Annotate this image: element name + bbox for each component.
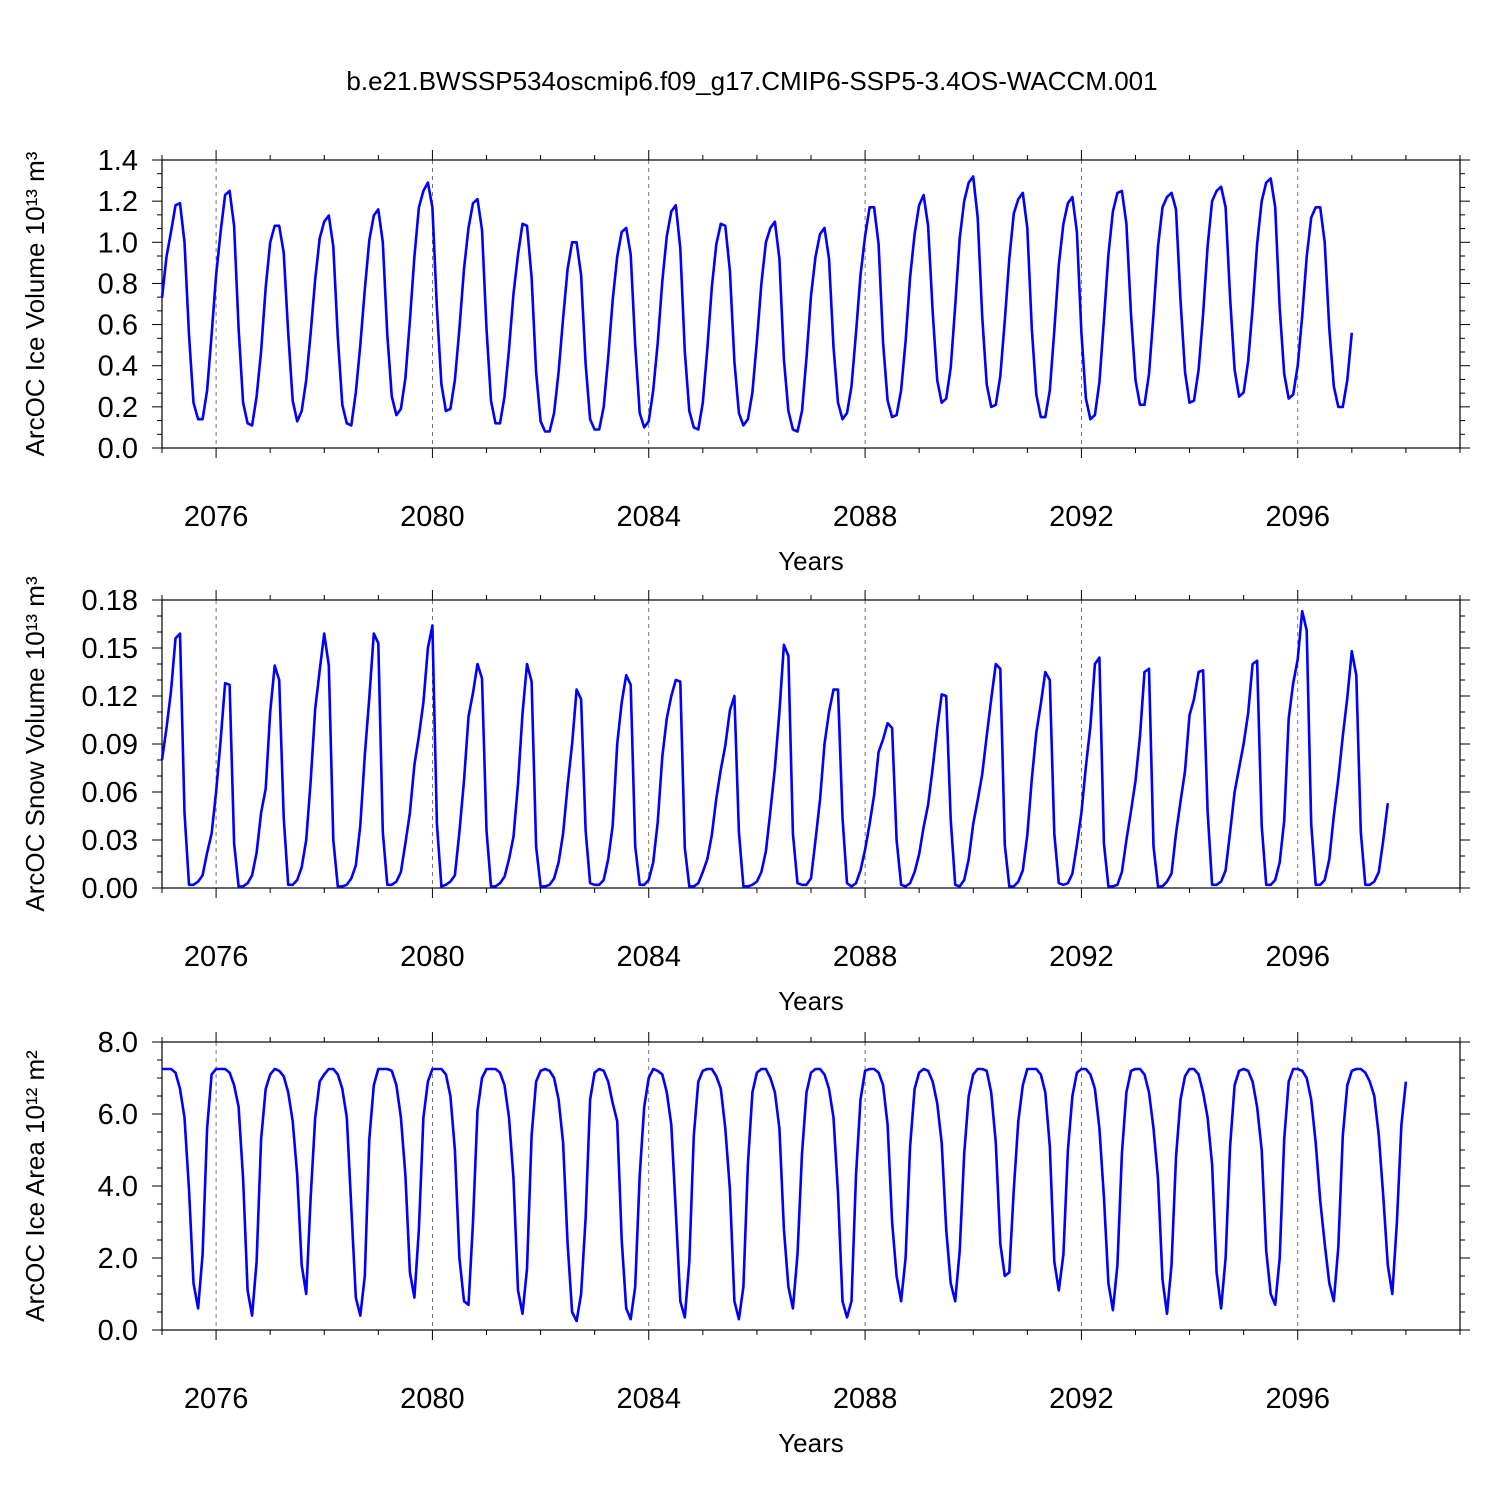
y-tick-label: 0.2 [98,392,138,424]
chart-panel-1: 2076 2080 2084 2088 2092 2096 0.0 0.2 0.4 0.6 0.8 1… [20,145,1470,576]
x-tick-label: 2080 [400,1383,465,1415]
x-tick-label: 2088 [833,501,898,533]
x-tick-label: 2076 [184,941,249,973]
x-tick-label: 2088 [833,1383,898,1415]
series-line [160,609,1390,888]
y-tick-label: 0.6 [98,310,138,342]
y-tick-label: 4.0 [98,1171,138,1203]
x-axis-title: Years [778,986,844,1016]
figure-title: b.e21.BWSSP534oscmip6.f09_g17.CMIP6-SSP5… [346,66,1157,96]
x-axis-title: Years [778,546,844,576]
chart-panels: 2076 2080 2084 2088 2092 2096 0.0 0.2 0.4 0.6 0.8 1… [20,145,1470,1458]
x-tick-label: 2092 [1049,501,1114,533]
x-axis-title: Years [778,1428,844,1458]
x-tick-label: 2076 [184,501,249,533]
x-tick-label: 2088 [833,941,898,973]
x-tick-label: 2096 [1265,941,1330,973]
series-line [160,175,1354,433]
y-axis-title: ArcOC Ice Volume 10¹³ m³ [20,151,50,456]
y-tick-label: 0.03 [82,825,138,857]
y-axis-title: ArcOC Snow Volume 10¹³ m³ [20,576,50,912]
y-tick-label: 0.09 [82,729,138,761]
y-tick-label: 1.2 [98,186,138,218]
y-tick-label: 0.12 [82,681,138,713]
plot-frame [161,599,1461,889]
y-tick-label: 0.06 [82,777,138,809]
x-tick-label: 2092 [1049,1383,1114,1415]
series-line [162,1067,1408,1323]
y-tick-label: 0.00 [82,873,138,905]
y-tick-label: 6.0 [98,1099,138,1131]
x-tick-label: 2080 [400,501,465,533]
chart-panel-2: 2076 2080 2084 2088 2092 2096 0.00 0.03 0.06 0.09… [20,576,1470,1016]
x-tick-label: 2096 [1265,1383,1330,1415]
x-tick-label: 2084 [616,501,681,533]
y-tick-label: 0.18 [82,585,138,617]
y-tick-label: 0.4 [98,351,138,383]
x-tick-label: 2080 [400,941,465,973]
x-tick-label: 2084 [616,1383,681,1415]
y-tick-label: 8.0 [98,1027,138,1059]
y-tick-label: 2.0 [98,1243,138,1275]
x-tick-label: 2092 [1049,941,1114,973]
y-tick-label: 0.0 [98,433,138,465]
y-tick-label: 0.15 [82,633,138,665]
x-tick-label: 2084 [616,941,681,973]
y-tick-label: 0.8 [98,268,138,300]
y-tick-label: 1.4 [98,145,138,177]
chart-panel-3: 2076 2080 2084 2088 2092 2096 0.0 2.0 4.0 6.0 8.0 Y… [20,1027,1470,1458]
y-tick-label: 1.0 [98,227,138,259]
y-tick-label: 0.0 [98,1315,138,1347]
x-tick-label: 2076 [184,1383,249,1415]
x-tick-label: 2096 [1265,501,1330,533]
y-axis-title: ArcOC Ice Area 10¹² m² [20,1050,50,1322]
plot-frame [161,1041,1461,1331]
